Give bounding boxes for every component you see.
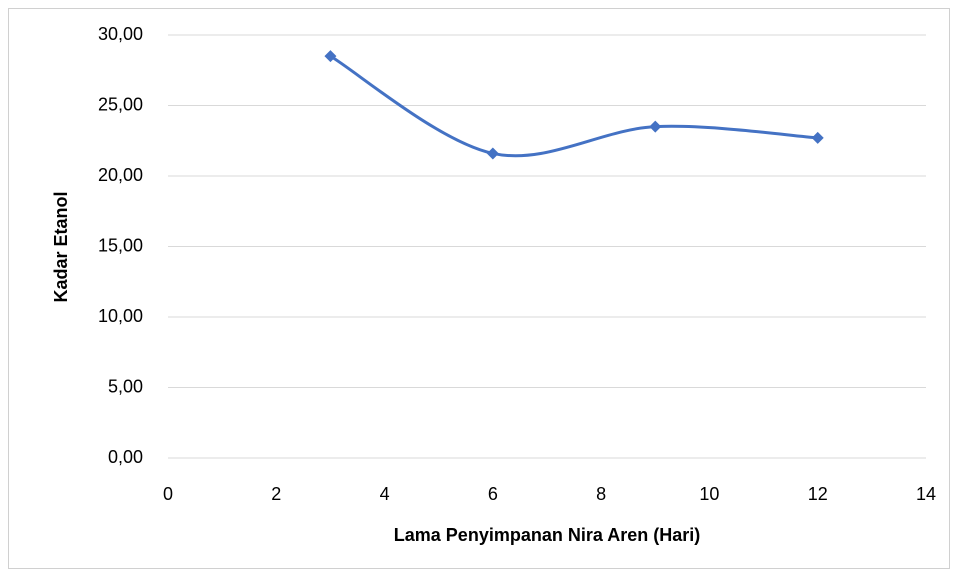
x-tick-label: 10	[699, 484, 719, 504]
marker	[486, 147, 499, 160]
x-tick-label: 0	[163, 484, 173, 504]
y-tick-label: 20,00	[98, 165, 143, 185]
y-tick-label: 0,00	[108, 447, 143, 467]
y-tick-label: 30,00	[98, 24, 143, 44]
marker	[649, 120, 662, 133]
x-tick-label: 4	[380, 484, 390, 504]
y-tick-label: 15,00	[98, 235, 143, 255]
x-tick-label: 12	[808, 484, 828, 504]
chart-border	[8, 8, 950, 569]
marker	[811, 131, 824, 144]
x-tick-label: 6	[488, 484, 498, 504]
y-tick-label: 10,00	[98, 306, 143, 326]
x-tick-label: 2	[271, 484, 281, 504]
x-tick-label: 8	[596, 484, 606, 504]
series-line	[329, 54, 818, 158]
y-axis-title: Kadar Etanol	[51, 191, 71, 302]
y-tick-label: 25,00	[98, 94, 143, 114]
x-axis-title: Lama Penyimpanan Nira Aren (Hari)	[394, 525, 700, 545]
x-tick-label: 14	[916, 484, 936, 504]
marker	[324, 50, 337, 63]
y-tick-label: 5,00	[108, 376, 143, 396]
